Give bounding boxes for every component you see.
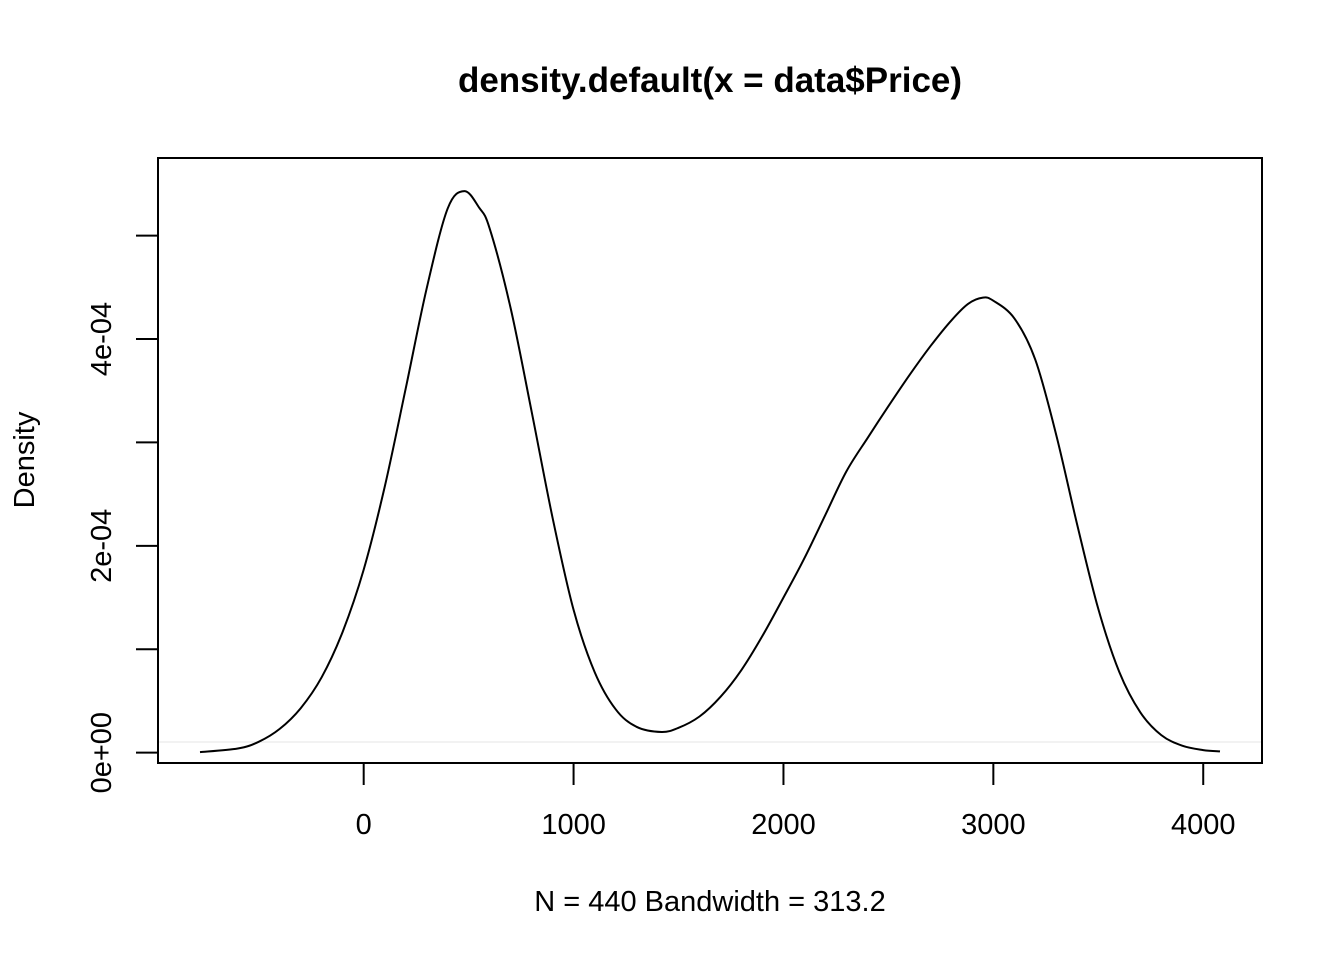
x-tick-label: 1000: [541, 809, 606, 841]
x-tick-label: 0: [356, 809, 372, 841]
density-curve: [199, 190, 1221, 754]
y-axis-label: Density: [9, 411, 41, 508]
y-tick-label: 2e-04: [86, 509, 118, 583]
y-tick-label: 4e-04: [86, 302, 118, 376]
chart-title: density.default(x = data$Price): [458, 61, 962, 100]
y-axis: 0e+00 2e-04 4e-04: [86, 234, 159, 793]
x-tick-label: 4000: [1171, 809, 1236, 841]
x-axis: 0 1000 2000 3000 4000: [356, 762, 1236, 841]
x-tick-label: 3000: [961, 809, 1026, 841]
y-tick-label: 0e+00: [86, 712, 118, 793]
x-tick-label: 2000: [751, 809, 816, 841]
x-axis-label: N = 440 Bandwidth = 313.2: [534, 886, 885, 918]
